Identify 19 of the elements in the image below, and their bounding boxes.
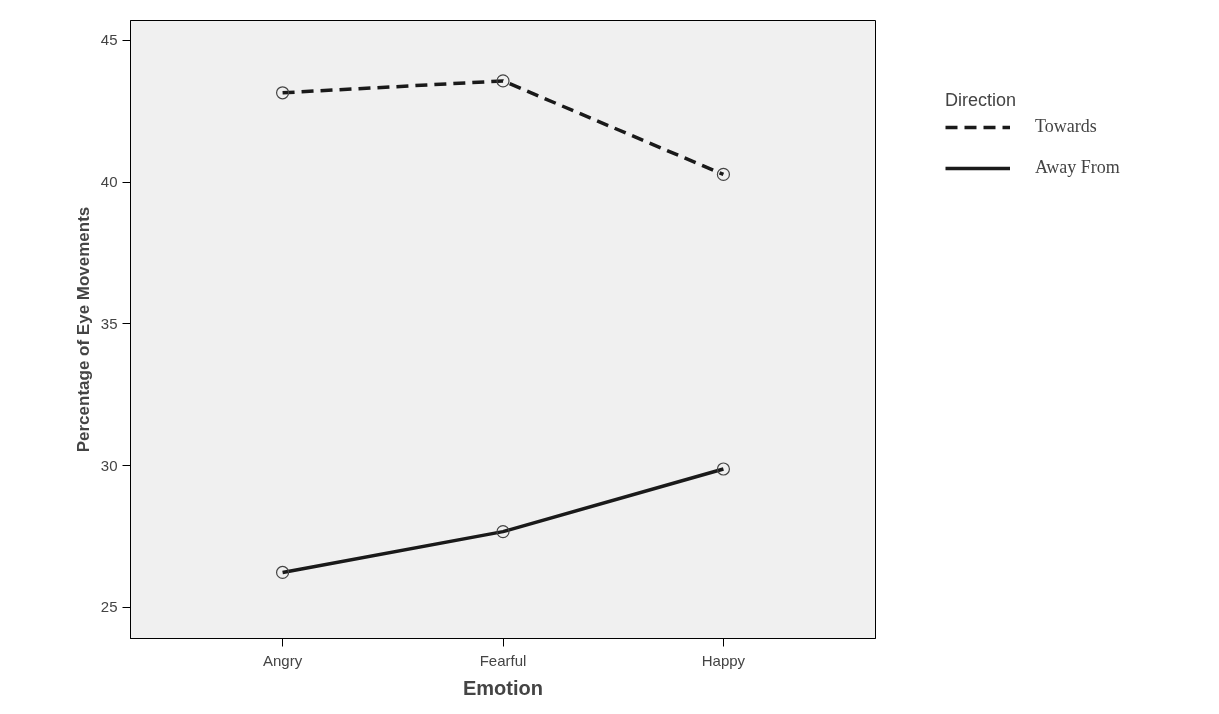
y-axis-title: Percentage of Eye Movements (73, 206, 93, 453)
x-tick-label: Happy (701, 651, 746, 669)
y-tick-label: 30 (100, 456, 118, 474)
point (275, 86, 290, 100)
y-tick-label: 40 (100, 173, 118, 191)
legend-label: Away From (1035, 157, 1120, 178)
y-tick-label: 45 (100, 31, 118, 49)
y-tick-label: 35 (100, 314, 118, 332)
x-tick-label: Angry (262, 651, 303, 669)
point (716, 167, 731, 182)
legend-label: Towards (1035, 116, 1097, 137)
point (716, 462, 731, 476)
x-axis-title: Emotion (463, 676, 543, 699)
point (496, 525, 510, 539)
x-tick-label: Fearful (479, 651, 527, 669)
point (496, 74, 510, 88)
point (275, 565, 290, 580)
legend-title: Direction (945, 90, 1018, 111)
y-tick-label: 25 (100, 598, 118, 616)
